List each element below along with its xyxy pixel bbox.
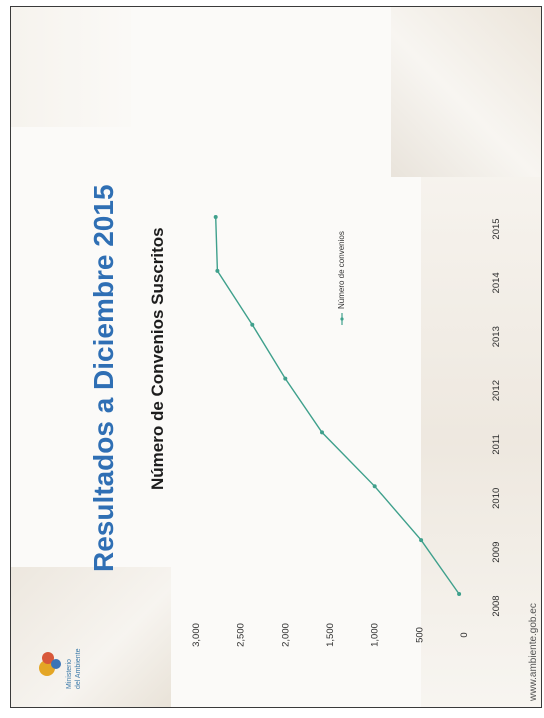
legend-label: Número de convenios: [337, 231, 346, 309]
x-tick-label: 2013: [491, 326, 502, 347]
logo-leaf-icon: [42, 652, 54, 664]
chart-title: Número de Convenios Suscritos: [148, 227, 167, 490]
y-tick-label: 3,000: [191, 623, 202, 647]
x-tick-label: 2014: [491, 272, 502, 293]
data-point: [215, 268, 220, 273]
data-point: [372, 484, 377, 489]
slide-canvas: Ministerio del Ambiente Resultados a Dic…: [39, 184, 539, 702]
background-mosaic: [391, 7, 541, 177]
background-mosaic: [11, 7, 131, 127]
x-tick-label: 2008: [491, 595, 502, 616]
data-point: [283, 376, 288, 381]
series-line: [215, 216, 460, 595]
y-tick-label: 500: [414, 627, 425, 643]
line-chart: 0 500 1,000 1,500 2,000 2,500 3,000 2008 2009 201…: [191, 215, 502, 647]
legend-marker: [340, 317, 344, 321]
x-tick-label: 2015: [491, 218, 502, 239]
data-point: [213, 215, 218, 219]
slide-title: Resultados a Diciembre 2015: [88, 184, 119, 572]
slide-frame: Ministerio del Ambiente Resultados a Dic…: [10, 6, 542, 708]
y-tick-label: 2,000: [280, 623, 291, 647]
x-tick-label: 2011: [491, 434, 502, 454]
x-tick-label: 2012: [491, 380, 502, 401]
background-mosaic: [11, 567, 171, 707]
y-tick-label: 1,000: [370, 623, 381, 647]
data-point: [250, 322, 255, 327]
data-point: [320, 430, 324, 435]
y-tick-label: 1,500: [325, 623, 336, 647]
y-tick-label: 0: [459, 632, 470, 637]
x-tick-label: 2009: [491, 542, 502, 563]
y-tick-label: 2,500: [236, 623, 247, 647]
logo-leaf-icon: [51, 659, 61, 669]
data-point: [419, 538, 424, 543]
x-tick-label: 2010: [491, 488, 502, 509]
chart-legend: Número de convenios: [337, 231, 346, 325]
data-point: [457, 592, 462, 596]
logo-text-line1: Ministerio: [66, 659, 73, 689]
website-url: www.ambiente.gob.ec: [528, 603, 539, 702]
logo-text-line2: del Ambiente: [75, 648, 82, 689]
ministry-logo: Ministerio del Ambiente: [39, 648, 82, 689]
background-mosaic: [421, 177, 541, 707]
